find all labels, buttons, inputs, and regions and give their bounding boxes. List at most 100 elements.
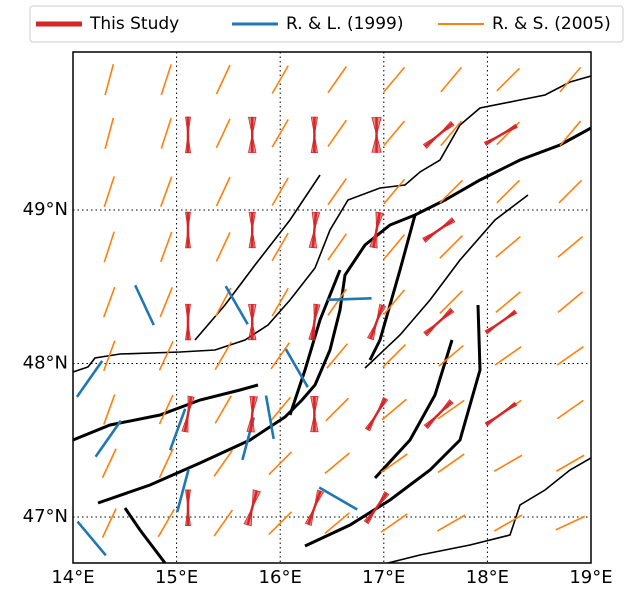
rs-azimuth (327, 288, 348, 316)
rs-azimuth (381, 398, 407, 421)
rl-azimuth (224, 285, 249, 325)
rs-azimuth (271, 287, 289, 317)
rs-azimuth (556, 454, 585, 472)
rs-azimuth (104, 63, 115, 96)
rl-azimuth (94, 419, 122, 458)
rs-azimuth (440, 120, 463, 147)
rs-azimuth (158, 340, 174, 371)
rs-azimuth (103, 176, 115, 208)
fault (368, 214, 417, 361)
this-study-axis (310, 304, 319, 341)
this-study-axis (485, 402, 517, 426)
this-study-axis (423, 218, 455, 242)
rs-azimuth (215, 64, 231, 95)
x-tick-label: 15°E (155, 567, 198, 588)
this-study-axis (484, 124, 518, 145)
this-study-axis (424, 122, 454, 148)
rs-azimuth (324, 452, 350, 475)
rs-azimuth (215, 118, 231, 149)
rs-azimuth (382, 343, 407, 368)
rs-azimuth (215, 232, 231, 262)
rs-azimuth (383, 289, 406, 315)
rl-azimuth (168, 408, 187, 451)
rs-azimuth (383, 234, 406, 260)
this-study-axis (425, 400, 453, 428)
rs-azimuth (493, 514, 523, 532)
marks (75, 63, 586, 557)
rl-azimuth (284, 348, 309, 388)
x-tick-label: 16°E (259, 567, 302, 588)
rs-azimuth (437, 399, 465, 420)
x-tick-label: 14°E (51, 567, 94, 588)
rs-azimuth (440, 66, 463, 93)
rs-azimuth (556, 346, 584, 366)
fault (97, 126, 591, 505)
rs-azimuth (327, 233, 348, 261)
this-study-axis (307, 490, 322, 526)
rs-azimuth (557, 235, 584, 258)
rs-azimuth (439, 235, 464, 259)
fault (364, 194, 529, 369)
rs-azimuth (439, 179, 464, 204)
fault (73, 383, 259, 442)
rs-azimuth (380, 513, 408, 533)
legend-label: R. & S. (2005) (492, 14, 611, 34)
rs-azimuth (158, 394, 174, 425)
this-study-axis (311, 211, 318, 249)
fault (194, 174, 321, 341)
frame (72, 51, 592, 564)
rs-azimuth (103, 340, 116, 372)
this-study-axis (183, 396, 193, 433)
x-tick-label: 17°E (362, 567, 405, 588)
rs-azimuth (160, 64, 172, 96)
legend-box (29, 5, 624, 43)
rl-azimuth (175, 469, 190, 513)
rs-azimuth (383, 120, 406, 147)
rs-azimuth (557, 291, 584, 314)
rs-azimuth (160, 176, 173, 207)
rs-azimuth (438, 344, 464, 367)
rs-azimuth (271, 119, 289, 148)
this-study-axis (369, 304, 384, 340)
rs-azimuth (103, 286, 116, 318)
this-study-axis (246, 490, 259, 526)
rs-azimuth (213, 449, 234, 477)
rs-azimuth (559, 120, 582, 147)
rs-azimuth (103, 394, 116, 425)
rs-azimuth (158, 448, 174, 479)
this-study-axis (249, 396, 256, 433)
this-study-axis (365, 492, 388, 524)
rs-azimuth (101, 448, 117, 479)
rl-azimuth (75, 360, 104, 398)
coastline (73, 75, 591, 373)
rs-azimuth (324, 512, 350, 534)
rs-azimuth (383, 178, 406, 205)
rs-azimuth (104, 117, 115, 149)
rs-azimuth (159, 286, 173, 318)
rs-azimuth (327, 178, 348, 206)
rs-azimuth (160, 231, 173, 263)
grid (72, 52, 592, 563)
rs-azimuth (326, 343, 349, 369)
rs-azimuth (496, 67, 520, 92)
fault (288, 269, 342, 416)
legend-label: R. & L. (1999) (286, 14, 403, 34)
this-study-axis (485, 310, 517, 334)
rs-azimuth (555, 515, 586, 531)
rs-azimuth (383, 66, 406, 93)
rs-azimuth (436, 514, 466, 532)
x-tick-label: 18°E (466, 567, 509, 588)
fault (384, 457, 591, 563)
rs-azimuth (271, 177, 289, 206)
rs-azimuth (101, 508, 117, 538)
rl-azimuth (318, 486, 358, 511)
rs-azimuth (214, 341, 232, 371)
x-tick-label: 19°E (569, 567, 612, 588)
y-tick-label: 47°N (23, 506, 68, 527)
rs-azimuth (160, 117, 172, 149)
rs-azimuth (103, 231, 115, 263)
rs-azimuth (268, 511, 293, 535)
legend: This Study R. & L. (1999) R. & S. (2005) (36, 14, 611, 34)
rs-azimuth (325, 397, 350, 422)
